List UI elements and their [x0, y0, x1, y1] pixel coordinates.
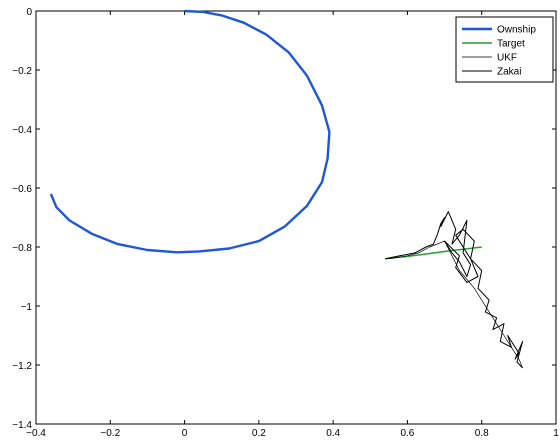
- y-tick-label: −1.2: [12, 361, 32, 372]
- y-tick-label: 0: [26, 7, 32, 18]
- legend-label-ownship: Ownship: [497, 25, 536, 36]
- x-tick-label: 1: [553, 428, 559, 439]
- y-tick-label: −0.4: [12, 125, 32, 136]
- legend: Ownship Target UKF Zakai: [455, 16, 554, 83]
- series-line-zakai: [385, 211, 524, 369]
- legend-label-ukf: UKF: [497, 53, 517, 64]
- series-line-ownship: [49, 9, 331, 254]
- y-tick-label: −0.6: [12, 184, 32, 195]
- legend-label-zakai: Zakai: [497, 67, 521, 78]
- y-axis-ticks: 0 −0.2 −0.4 −0.6 −0.8 −1 −1.2 −1.4: [12, 7, 556, 431]
- x-tick-label: 0: [182, 428, 188, 439]
- y-tick-label: −1: [21, 302, 33, 313]
- x-axis-ticks: −0.4 −0.2 0 0.2 0.4 0.6 0.8 1: [26, 11, 559, 439]
- y-tick-label: −0.8: [12, 243, 32, 254]
- legend-label-target: Target: [497, 39, 525, 50]
- legend-entries: Ownship Target UKF Zakai: [462, 25, 536, 78]
- x-tick-label: −0.2: [100, 428, 120, 439]
- x-tick-label: 0.8: [475, 428, 489, 439]
- series-line-ukf: [388, 240, 523, 369]
- y-tick-label: −0.2: [12, 66, 32, 77]
- x-tick-label: 0.6: [400, 428, 414, 439]
- x-tick-label: 0.2: [252, 428, 266, 439]
- series-layer: [49, 9, 524, 369]
- series-line-target: [385, 246, 482, 260]
- x-tick-label: 0.4: [326, 428, 340, 439]
- x-tick-label: −0.4: [26, 428, 46, 439]
- y-tick-label: −1.4: [12, 420, 32, 431]
